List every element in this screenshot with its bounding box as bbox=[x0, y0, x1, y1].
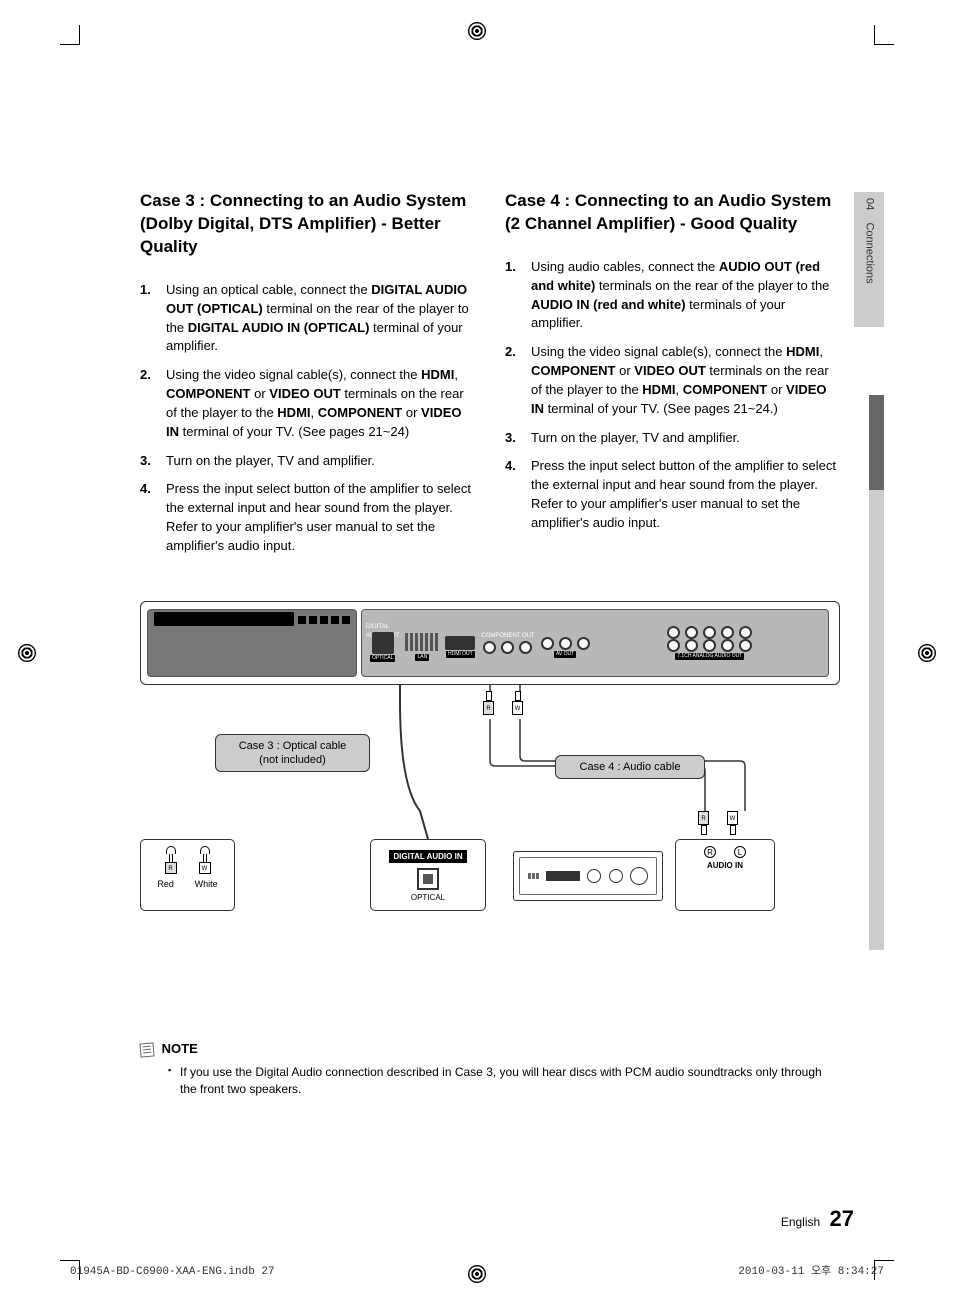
step: Press the input select button of the amp… bbox=[505, 457, 840, 532]
note-icon bbox=[139, 1042, 154, 1057]
component-out-port: COMPONENT OUT bbox=[481, 632, 534, 654]
manual-page: 04 Connections Case 3 : Connecting to an… bbox=[0, 0, 954, 1305]
registration-mark-icon bbox=[918, 644, 936, 662]
hdmi-out-port: HDMI OUT bbox=[445, 627, 475, 658]
lan-port: LAN bbox=[405, 624, 439, 661]
amp-knob-icon bbox=[609, 869, 623, 883]
registration-mark-icon bbox=[468, 22, 486, 40]
connection-diagram: DIGITALAUDIO OUT OPTICAL LAN HDMI OUT bbox=[140, 601, 840, 941]
digital-audio-in-box: DIGITAL AUDIO IN OPTICAL bbox=[370, 839, 486, 911]
step: Turn on the player, TV and amplifier. bbox=[505, 429, 840, 448]
panel-slot bbox=[154, 612, 294, 626]
amp-knob-icon bbox=[630, 867, 648, 885]
case-4-column: Case 4 : Connecting to an Audio System (… bbox=[505, 190, 840, 566]
digital-audio-out-port: DIGITALAUDIO OUT OPTICAL bbox=[366, 623, 399, 662]
step: Using audio cables, connect the AUDIO OU… bbox=[505, 258, 840, 333]
amp-knob-icon bbox=[587, 869, 601, 883]
panel-vents bbox=[298, 616, 350, 624]
footer-timestamp: 2010-03-11 오후 8:34:27 bbox=[738, 1265, 884, 1280]
analog-audio-out-port: 7.1CH ANALOG AUDIO OUT bbox=[596, 626, 824, 660]
av-out-port: AV OUT bbox=[541, 628, 590, 658]
content: Case 3 : Connecting to an Audio System (… bbox=[140, 190, 840, 941]
legend-red: Red bbox=[157, 878, 174, 891]
panel-ports-section: DIGITALAUDIO OUT OPTICAL LAN HDMI OUT bbox=[361, 609, 829, 677]
circle-l: L bbox=[734, 846, 746, 858]
footer-filename: 01945A-BD-C6900-XAA-ENG.indb 27 bbox=[70, 1265, 275, 1280]
plug-legend-box: R W Red White bbox=[140, 839, 235, 911]
rca-plugs-bottom: R W bbox=[698, 811, 738, 835]
note-body: If you use the Digital Audio connection … bbox=[140, 1064, 840, 1098]
rca-plugs-top: R W bbox=[483, 691, 523, 715]
case-3-steps: Using an optical cable, connect the DIGI… bbox=[140, 281, 475, 556]
registration-mark-icon bbox=[18, 644, 36, 662]
note-label: NOTE bbox=[162, 1041, 198, 1056]
section-label: Connections bbox=[864, 222, 876, 283]
crop-mark bbox=[60, 25, 80, 45]
callout-case-4: Case 4 : Audio cable bbox=[555, 755, 705, 779]
note-section: NOTE If you use the Digital Audio connec… bbox=[140, 1040, 840, 1098]
red-plug-icon: R bbox=[164, 846, 178, 874]
step: Using the video signal cable(s), connect… bbox=[140, 366, 475, 441]
case-3-heading: Case 3 : Connecting to an Audio System (… bbox=[140, 190, 475, 259]
side-decoration bbox=[869, 395, 884, 490]
white-plug-icon: W bbox=[198, 846, 212, 874]
circle-r: R bbox=[704, 846, 716, 858]
case-4-steps: Using audio cables, connect the AUDIO OU… bbox=[505, 258, 840, 533]
registration-mark-icon bbox=[468, 1265, 486, 1283]
legend-white: White bbox=[195, 878, 218, 891]
step: Using the video signal cable(s), connect… bbox=[505, 343, 840, 418]
amplifier-device bbox=[513, 851, 663, 901]
amp-display bbox=[546, 871, 580, 881]
footer-language: English 27 bbox=[781, 1204, 854, 1235]
section-number: 04 bbox=[864, 198, 876, 210]
crop-mark bbox=[874, 25, 894, 45]
step: Using an optical cable, connect the DIGI… bbox=[140, 281, 475, 356]
step: Turn on the player, TV and amplifier. bbox=[140, 452, 475, 471]
panel-left-section bbox=[147, 609, 357, 677]
audio-in-box: R L AUDIO IN bbox=[675, 839, 775, 911]
side-decoration bbox=[869, 490, 884, 950]
section-tab: 04 Connections bbox=[854, 192, 884, 327]
optical-port-icon bbox=[417, 868, 439, 890]
case-3-column: Case 3 : Connecting to an Audio System (… bbox=[140, 190, 475, 566]
callout-case-3: Case 3 : Optical cable (not included) bbox=[215, 734, 370, 773]
case-4-heading: Case 4 : Connecting to an Audio System (… bbox=[505, 190, 840, 236]
player-back-panel: DIGITALAUDIO OUT OPTICAL LAN HDMI OUT bbox=[140, 601, 840, 685]
step: Press the input select button of the amp… bbox=[140, 480, 475, 555]
page-number: 27 bbox=[830, 1206, 854, 1231]
